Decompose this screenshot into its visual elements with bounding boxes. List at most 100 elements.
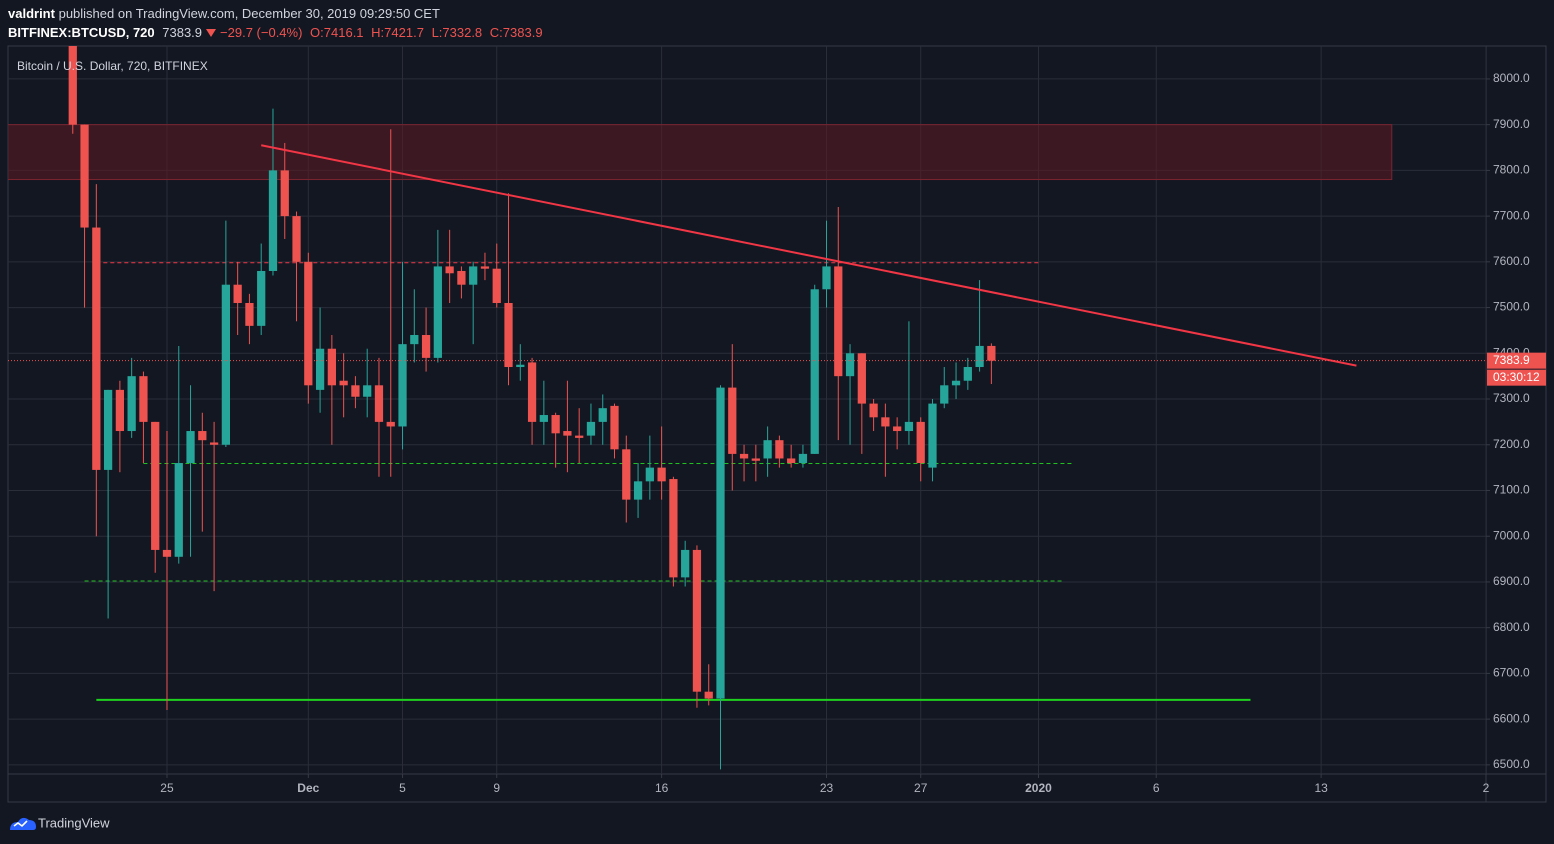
- candle-body: [304, 261, 313, 386]
- candle-body: [681, 549, 690, 578]
- candle-body: [739, 453, 749, 459]
- candle-body: [869, 403, 878, 418]
- candle-body: [798, 453, 808, 464]
- last-price-box: [1487, 352, 1546, 369]
- candle-body: [280, 170, 289, 217]
- candle-body: [975, 345, 984, 368]
- candle-body: [951, 380, 961, 386]
- candle-body: [516, 364, 525, 368]
- candle-body: [575, 435, 584, 438]
- candle-body: [751, 458, 760, 461]
- candle-body: [186, 431, 195, 464]
- last-price: 7383.9: [162, 25, 203, 40]
- y-tick-label: 7300.0: [1493, 391, 1530, 405]
- candle-body: [315, 348, 325, 390]
- x-tick-label: 13: [1314, 781, 1328, 795]
- candle-body: [527, 362, 537, 422]
- candle-body: [198, 431, 207, 441]
- countdown-label: 03:30:12: [1493, 370, 1540, 384]
- brand-logo: [10, 817, 36, 830]
- candle-body: [586, 421, 596, 436]
- candle-body: [257, 270, 266, 326]
- candle-body: [174, 463, 183, 557]
- candle-body: [716, 387, 725, 699]
- y-tick-label: 7600.0: [1493, 254, 1530, 268]
- y-tick-label: 7100.0: [1493, 483, 1530, 497]
- candle-body: [834, 266, 843, 377]
- candle-body: [245, 302, 254, 326]
- candle-body: [103, 389, 113, 470]
- ohlc-low: L:7332.8: [431, 25, 483, 40]
- y-tick-label: 7000.0: [1493, 528, 1530, 542]
- publish-line: valdrint published on TradingView.com, D…: [8, 6, 440, 21]
- candle-body: [657, 467, 666, 482]
- axes: 6500.0 6600.0 6700.0 6800.0 6900.0 7000.0 7100…: [160, 71, 1546, 795]
- candle-body: [374, 385, 384, 422]
- candle-body: [598, 408, 607, 422]
- x-tick-label: 6: [1153, 781, 1160, 795]
- candle-body: [433, 266, 442, 358]
- last-price-label: 7383.9: [1493, 353, 1530, 367]
- candle-body: [704, 691, 713, 699]
- candle-body: [68, 46, 77, 125]
- candle-body: [386, 421, 395, 427]
- candle-body: [633, 481, 643, 500]
- ohlc-high: H:7421.7: [371, 25, 424, 40]
- candle-body: [268, 170, 278, 271]
- candle-body: [669, 479, 678, 578]
- candle-body: [115, 389, 125, 432]
- candle-body: [928, 403, 937, 468]
- candle-body: [363, 385, 372, 397]
- candle-body: [622, 449, 631, 500]
- candle-body: [421, 335, 431, 358]
- candle-body: [151, 421, 160, 550]
- y-tick-label: 7900.0: [1493, 117, 1530, 131]
- y-tick-label: 8000.0: [1493, 71, 1530, 85]
- candle-body: [904, 421, 914, 432]
- candle-body: [339, 380, 348, 386]
- brand-name: TradingView: [38, 815, 110, 830]
- candle-body: [563, 431, 572, 436]
- candle-body: [728, 387, 737, 454]
- y-tick-label: 6600.0: [1493, 711, 1530, 725]
- x-tick-label: 5: [399, 781, 406, 795]
- chart-frame: [7, 45, 1547, 803]
- candle-body: [492, 268, 501, 303]
- candle-body: [209, 442, 219, 445]
- candle-body: [457, 270, 466, 285]
- candle-body: [940, 385, 949, 404]
- x-tick-label: 2: [1483, 781, 1490, 795]
- candle-body: [775, 440, 784, 459]
- trend-line: [261, 144, 1357, 367]
- candle-body: [398, 344, 407, 427]
- candle-body: [327, 348, 336, 386]
- symbol-line: BITFINEX:BTCUSD, 720 7383.9 −29.7 (−0.4%)…: [8, 25, 547, 40]
- x-tick-label: 9: [493, 781, 500, 795]
- resistance-zone: [8, 124, 1393, 181]
- candle-body: [857, 353, 866, 404]
- x-tick-label: 2020: [1025, 781, 1052, 795]
- down-arrow: [206, 29, 217, 37]
- candle-body: [845, 353, 855, 377]
- candle-body: [963, 367, 972, 381]
- candle-body: [445, 266, 454, 274]
- y-tick-label: 7700.0: [1493, 208, 1530, 222]
- x-tick-label: 27: [914, 781, 928, 795]
- x-tick-label: 25: [160, 781, 174, 795]
- y-tick-label: 7200.0: [1493, 437, 1530, 451]
- candle-body: [162, 549, 172, 557]
- candle-body: [916, 421, 925, 464]
- candle-body: [92, 227, 101, 470]
- candle-body: [504, 302, 513, 368]
- candle-body: [987, 345, 996, 361]
- candle-body: [692, 549, 702, 692]
- change: −29.7 (−0.4%): [220, 25, 303, 40]
- candle-body: [292, 216, 301, 262]
- y-tick-label: 7500.0: [1493, 300, 1530, 314]
- candle-body: [80, 124, 89, 228]
- y-tick-label: 6900.0: [1493, 574, 1530, 588]
- candle-body: [893, 426, 902, 432]
- ohlc-open: O:7416.1: [310, 25, 364, 40]
